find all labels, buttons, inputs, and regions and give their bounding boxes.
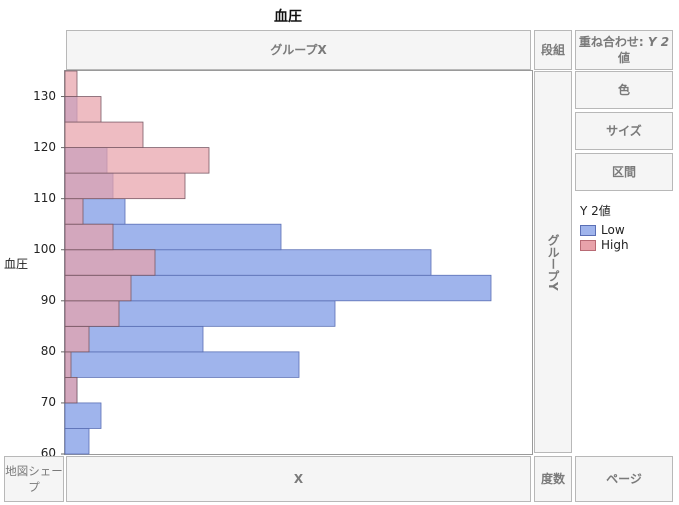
group-y-label: グループY xyxy=(546,233,560,291)
wrap-zone[interactable]: 段組 xyxy=(534,30,572,70)
map-shape-label-line2: プ xyxy=(28,480,40,494)
overlay-zone[interactable]: 重ね合わせ: Y 2 値 xyxy=(575,30,673,70)
map-shape-label-line1: 地図シェー xyxy=(5,464,63,478)
y-tick-label: 90 xyxy=(40,292,56,307)
legend-swatch-high xyxy=(580,239,596,251)
bar-high xyxy=(64,376,78,404)
y-tick-label: 120 xyxy=(33,139,56,154)
bar-low xyxy=(64,351,300,378)
bar-low xyxy=(64,402,102,429)
y-axis-label: 血圧 xyxy=(4,257,29,271)
bar-high xyxy=(64,351,72,378)
bar-high xyxy=(64,274,132,302)
legend-label-low: Low xyxy=(601,223,625,237)
group-x-zone[interactable]: グループX xyxy=(66,30,531,70)
x-zone[interactable]: X xyxy=(66,456,531,502)
size-zone[interactable]: サイズ xyxy=(575,112,673,150)
legend-label-high: High xyxy=(601,238,629,252)
freq-zone[interactable]: 度数 xyxy=(534,456,572,502)
overlay-label-line2: 値 xyxy=(617,51,630,65)
y-tick-label: 130 xyxy=(33,88,56,103)
legend-swatch-low xyxy=(580,224,596,236)
y-tick-label: 110 xyxy=(33,190,56,205)
y-tick-label: 100 xyxy=(33,241,56,256)
page-zone[interactable]: ページ xyxy=(575,456,673,502)
bar-high xyxy=(64,325,90,353)
bar-low xyxy=(64,428,90,455)
bar-high xyxy=(64,198,84,225)
bar-high xyxy=(64,121,144,148)
map-shape-zone[interactable]: 地図シェー プ xyxy=(4,456,64,502)
color-zone[interactable]: 色 xyxy=(575,71,673,109)
bar-high xyxy=(64,70,78,97)
bar-high xyxy=(64,223,114,251)
group-y-zone[interactable]: グループY xyxy=(534,71,572,453)
bar-high xyxy=(64,300,120,327)
chart-title: 血圧 xyxy=(274,9,302,25)
legend-item-low[interactable]: Low xyxy=(580,223,625,237)
bar-high xyxy=(64,96,102,123)
overlay-label-line1: 重ね合わせ: Y 2 xyxy=(578,35,670,49)
legend-item-high[interactable]: High xyxy=(580,238,629,252)
legend-title: Y 2値 xyxy=(580,204,611,218)
y-tick-label: 80 xyxy=(40,343,56,358)
bar-high xyxy=(64,249,156,276)
bar-high xyxy=(64,172,186,200)
bar-low xyxy=(64,274,492,302)
interval-zone[interactable]: 区間 xyxy=(575,153,673,191)
y-tick-label: 70 xyxy=(40,394,56,409)
bar-high xyxy=(64,147,210,174)
